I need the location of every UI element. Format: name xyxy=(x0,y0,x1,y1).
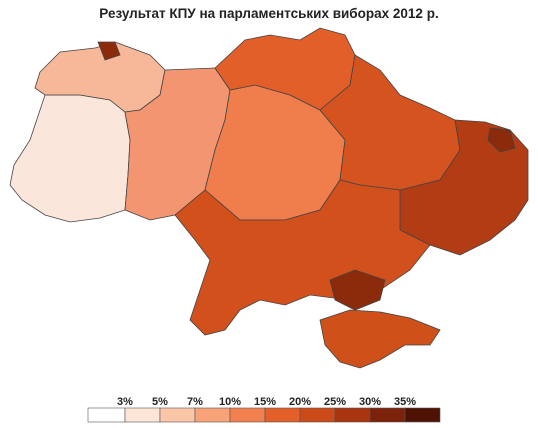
region-north-center xyxy=(214,27,356,111)
legend-bin-1 xyxy=(87,407,126,423)
region-donbas-ne xyxy=(487,127,516,153)
legend-bin-4 xyxy=(194,407,231,423)
region-east xyxy=(399,119,529,256)
legend-bin-3 xyxy=(159,407,196,423)
region-donbas xyxy=(329,269,386,311)
legend xyxy=(87,407,441,423)
region-donbas-nw xyxy=(97,41,121,61)
legend-bin-2 xyxy=(124,407,161,423)
legend-bin-6 xyxy=(264,407,301,423)
legend-bin-8 xyxy=(334,407,371,423)
map-title: Результат КПУ на парламентських виборах … xyxy=(99,6,439,21)
legend-bin-5 xyxy=(229,407,266,423)
legend-bin-7 xyxy=(299,407,336,423)
legend-bin-9 xyxy=(369,407,406,423)
region-crimea xyxy=(319,309,441,369)
region-west xyxy=(9,94,131,223)
legend-bin-10 xyxy=(404,407,441,423)
